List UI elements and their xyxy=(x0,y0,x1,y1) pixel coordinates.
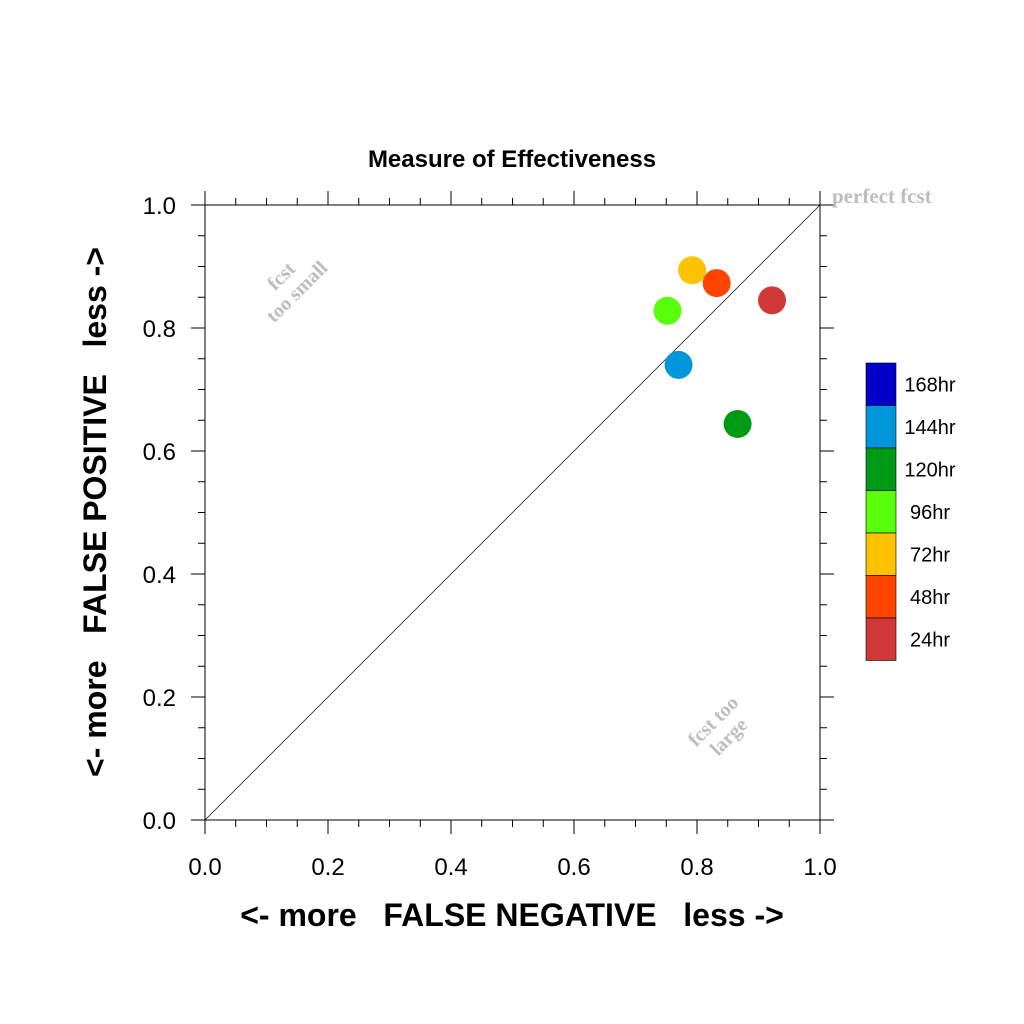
legend-label-24hr: 24hr xyxy=(910,629,950,651)
legend-swatch-96hr xyxy=(865,490,897,534)
annotation-perfect-forecast: perfect fcst xyxy=(832,184,932,208)
x-tick-label: 1.0 xyxy=(803,854,836,881)
legend: 168hr 144hr 120hr 96hr 72hr 48hr 24hr xyxy=(865,362,956,661)
point-72hr xyxy=(678,256,707,285)
legend-swatch-24hr xyxy=(865,617,897,661)
data-points xyxy=(653,256,787,438)
chart-title: Measure of Effectiveness xyxy=(368,146,656,173)
axis-ticks xyxy=(191,191,834,834)
x-tick-label: 0.0 xyxy=(188,854,221,881)
y-axis-label: <- more FALSE POSITIVE less -> xyxy=(77,247,113,777)
annotation-small-line-2: too small xyxy=(262,257,332,327)
y-tick-label: 0.8 xyxy=(143,316,176,343)
y-tick-label: 0.2 xyxy=(143,685,176,712)
legend-swatch-48hr xyxy=(865,575,897,619)
plot-area: 0.0 0.2 0.4 0.6 0.8 1.0 0.0 0.2 0.4 0.6 0.8 1.0 xyxy=(143,191,837,881)
legend-swatch-72hr xyxy=(865,532,897,576)
annotation-forecast-too-large: fcst too large xyxy=(684,692,752,760)
y-tick-label: 1.0 xyxy=(143,193,176,220)
legend-label-96hr: 96hr xyxy=(910,502,950,524)
y-tick-label: 0.4 xyxy=(143,562,176,589)
y-tick-label: 0.0 xyxy=(143,808,176,835)
x-tick-label: 0.8 xyxy=(680,854,713,881)
point-48hr xyxy=(702,269,731,298)
legend-swatch-144hr xyxy=(865,405,897,449)
point-24hr xyxy=(758,286,787,315)
legend-label-120hr: 120hr xyxy=(904,459,955,481)
annotation-forecast-too-small: fcst too small xyxy=(262,257,332,327)
x-axis-label: <- more FALSE NEGATIVE less -> xyxy=(240,897,784,933)
x-tick-label: 0.2 xyxy=(311,854,344,881)
legend-label-144hr: 144hr xyxy=(904,417,955,439)
point-120hr xyxy=(723,409,752,438)
legend-label-72hr: 72hr xyxy=(910,544,950,566)
x-tick-label: 0.6 xyxy=(557,854,590,881)
x-tick-label: 0.4 xyxy=(434,854,467,881)
legend-swatch-168hr xyxy=(865,362,897,406)
point-96hr xyxy=(653,296,682,325)
y-tick-label: 0.6 xyxy=(143,439,176,466)
y-tick-labels: 0.0 0.2 0.4 0.6 0.8 1.0 xyxy=(143,193,176,835)
legend-label-48hr: 48hr xyxy=(910,587,950,609)
x-tick-labels: 0.0 0.2 0.4 0.6 0.8 1.0 xyxy=(188,854,836,881)
legend-label-168hr: 168hr xyxy=(904,374,955,396)
point-144hr xyxy=(664,350,693,379)
perfect-forecast-diagonal xyxy=(204,204,821,821)
legend-swatch-120hr xyxy=(865,447,897,491)
